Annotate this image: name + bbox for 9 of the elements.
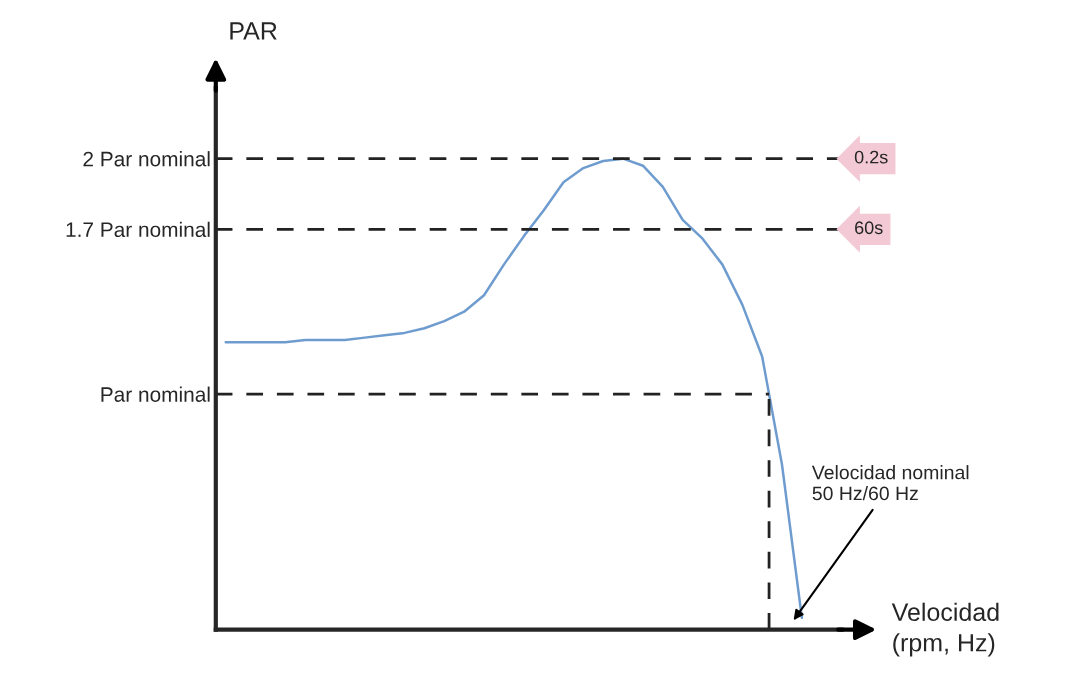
line-series (224, 157, 804, 620)
x-axis-title: Velocidad (rpm, Hz) (891, 602, 999, 657)
y-tick-label: 1.7 Par nominal (66, 221, 210, 238)
text: Velocidad nominal 50 Hz/60 Hz (811, 465, 969, 501)
ref-line-label: 60s (855, 221, 883, 235)
y-tick-label: Par nominal (101, 386, 210, 402)
y-tick-label: 2 Par nominal (83, 151, 210, 167)
ref-line-label: 0.2s (854, 150, 888, 164)
y-axis-title: PAR (230, 22, 277, 40)
